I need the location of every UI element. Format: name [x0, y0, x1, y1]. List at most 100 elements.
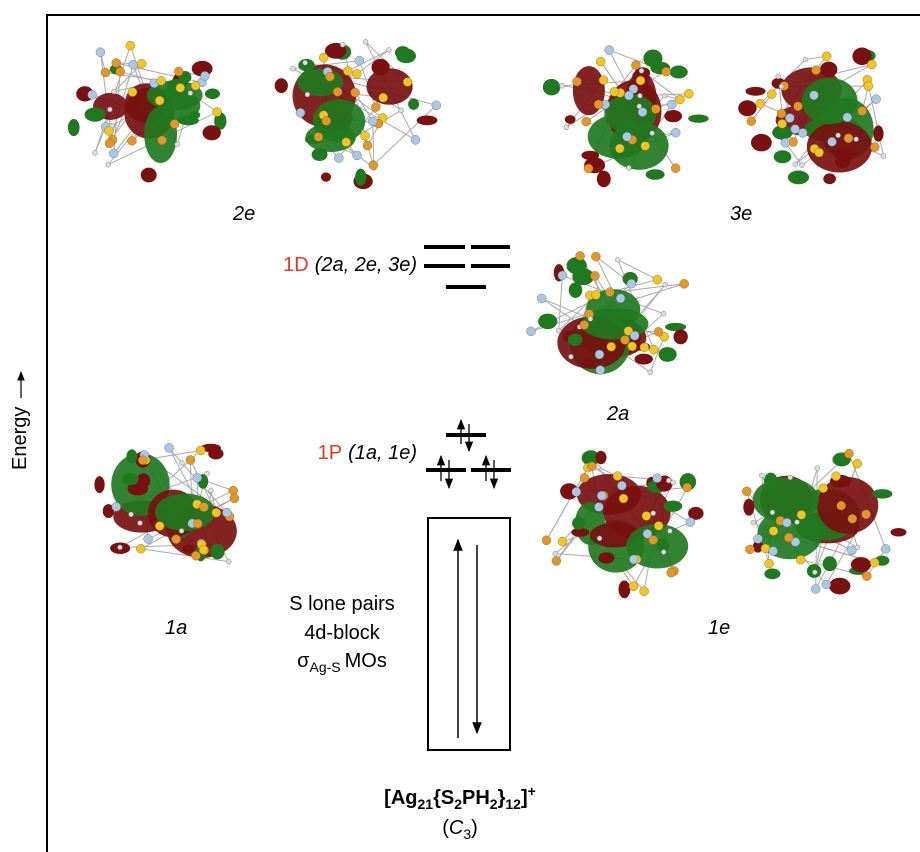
formula-part: [Ag: [384, 787, 417, 809]
small-lobe: [834, 148, 856, 161]
atom: [576, 251, 585, 260]
atom: [564, 125, 569, 130]
atom: [675, 95, 684, 104]
small-lobe: [321, 172, 331, 181]
atom: [101, 68, 110, 77]
formula-sup: +: [528, 783, 536, 799]
atom: [597, 536, 602, 541]
small-lobe: [823, 173, 836, 184]
atom: [862, 572, 871, 581]
atom: [212, 508, 221, 517]
small-lobe: [788, 171, 809, 185]
atom: [138, 456, 147, 465]
atom: [858, 107, 867, 116]
sigma-text: MOs: [345, 650, 387, 672]
atom: [340, 42, 345, 47]
atom: [174, 67, 183, 76]
atom: [363, 39, 368, 44]
small-lobe: [417, 115, 438, 125]
atom: [815, 148, 824, 157]
atom: [592, 290, 601, 299]
orbital-label: 3e: [730, 203, 752, 225]
atom: [630, 331, 639, 340]
atom: [789, 137, 798, 146]
atom: [403, 78, 412, 87]
core-box: [428, 518, 510, 750]
atom: [797, 510, 806, 519]
atom: [648, 370, 653, 375]
atom: [109, 149, 118, 158]
atom: [322, 116, 331, 125]
atom: [843, 113, 852, 122]
atom: [793, 102, 802, 111]
atom: [742, 487, 751, 496]
energy-axis: Energy: [9, 372, 31, 470]
atom: [784, 533, 793, 542]
atom: [667, 568, 676, 577]
small-lobe: [634, 354, 652, 365]
small-lobe: [312, 148, 328, 161]
atom: [553, 551, 558, 556]
atom: [815, 466, 820, 471]
atom: [230, 494, 239, 503]
atom: [745, 545, 754, 554]
level-orbitals: (1a, 1e): [348, 442, 417, 464]
atom: [175, 142, 180, 147]
atom: [290, 66, 295, 71]
atom: [542, 536, 551, 545]
atom: [552, 556, 561, 565]
small-lobe: [764, 569, 780, 580]
atom: [631, 61, 640, 70]
orbital-label: 2a: [606, 403, 629, 425]
sigma-sub: Ag-S: [310, 659, 341, 675]
atom: [759, 473, 764, 478]
atom: [200, 71, 209, 80]
core-label: 4d-block: [304, 622, 381, 644]
atom: [584, 164, 593, 173]
atom: [582, 117, 591, 126]
small-lobe: [829, 578, 850, 595]
atom: [112, 502, 121, 511]
atom: [653, 474, 662, 483]
atom: [597, 491, 606, 500]
atom: [796, 555, 805, 564]
atom: [226, 559, 231, 564]
atom: [769, 527, 778, 536]
small-lobe: [582, 359, 594, 367]
atom: [432, 101, 441, 110]
atom: [129, 60, 138, 69]
small-lobe: [85, 107, 106, 121]
atom: [641, 141, 650, 150]
atom: [96, 48, 105, 57]
atom: [591, 252, 600, 261]
atom: [680, 279, 689, 288]
atom: [595, 350, 604, 359]
formula-part: {S: [433, 787, 454, 809]
atom: [116, 67, 125, 76]
atom: [319, 53, 328, 62]
atom: [558, 537, 567, 546]
orbital-label: 1e: [708, 617, 730, 639]
atom: [637, 93, 642, 98]
atom: [747, 117, 756, 126]
atom: [411, 135, 420, 144]
atom: [144, 534, 153, 543]
atom: [651, 104, 660, 113]
atom: [822, 580, 831, 589]
pg-part: ): [471, 817, 478, 839]
atom: [662, 93, 667, 98]
atom: [157, 76, 166, 85]
small-lobe: [68, 119, 80, 136]
atom: [613, 472, 622, 481]
atom: [844, 134, 853, 143]
atom: [629, 582, 638, 591]
formula-part: ]: [521, 787, 528, 809]
atom: [881, 153, 886, 158]
atom: [654, 521, 663, 530]
small-lobe: [673, 329, 687, 344]
atom: [105, 139, 114, 148]
atom: [662, 67, 671, 76]
atom: [828, 137, 837, 146]
formula-sub: 2: [454, 796, 462, 812]
atom: [782, 518, 791, 527]
